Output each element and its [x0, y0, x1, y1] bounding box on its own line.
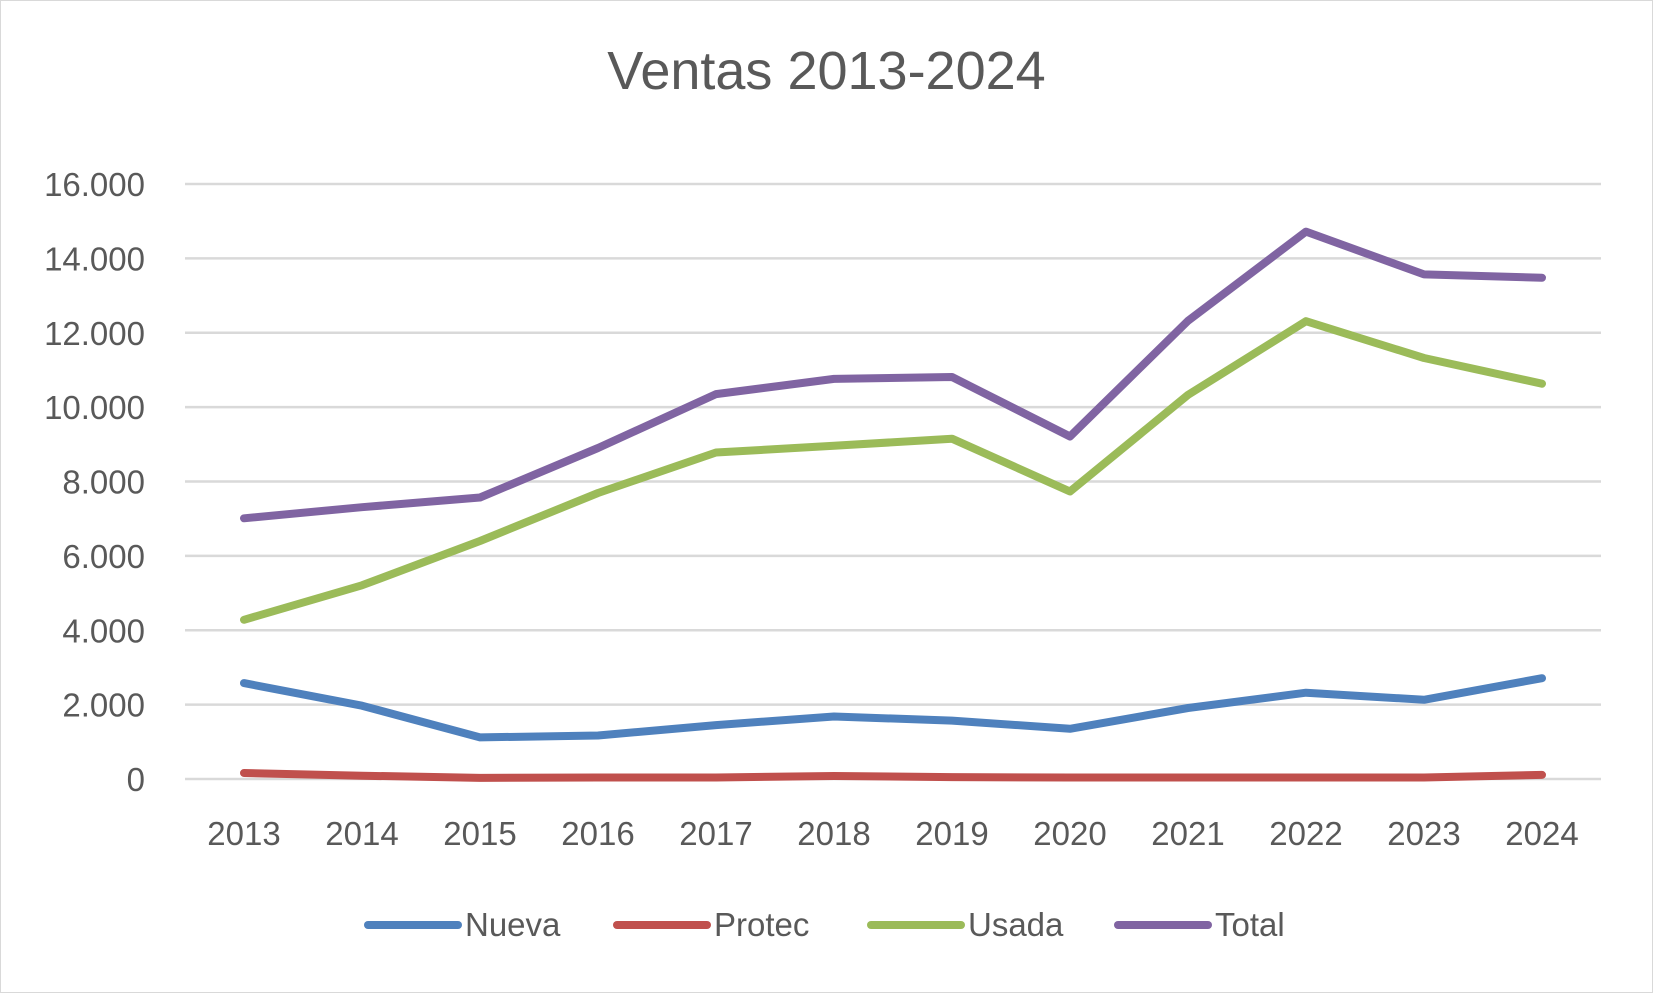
- x-tick-label: 2023: [1387, 815, 1460, 852]
- y-tick-label: 2.000: [62, 687, 145, 724]
- x-tick-label: 2024: [1505, 815, 1578, 852]
- legend-label: Usada: [968, 906, 1064, 943]
- y-tick-label: 4.000: [62, 612, 145, 649]
- gridlines: [185, 182, 1601, 781]
- series-line-usada: [240, 317, 1546, 624]
- x-tick-label: 2015: [443, 815, 516, 852]
- y-tick-label: 12.000: [44, 315, 145, 352]
- y-tick-label: 6.000: [62, 538, 145, 575]
- x-axis-tick-labels: 2013 2014 2015 2016 2017 2018 2019 2020 2021 2022…: [207, 815, 1578, 852]
- x-tick-label: 2016: [561, 815, 634, 852]
- y-tick-label: 16.000: [44, 166, 145, 203]
- y-tick-label: 0: [127, 761, 145, 798]
- legend-item-protec: Protec: [613, 906, 809, 943]
- chart-title: Ventas 2013-2024: [607, 41, 1046, 101]
- y-tick-label: 14.000: [44, 240, 145, 277]
- series-line-nueva: [240, 674, 1546, 742]
- legend: Nueva Protec Usada Total: [364, 906, 1285, 943]
- x-tick-label: 2017: [679, 815, 752, 852]
- series-line-protec: [240, 769, 1546, 782]
- x-tick-label: 2018: [797, 815, 870, 852]
- x-tick-label: 2021: [1151, 815, 1224, 852]
- y-axis-tick-labels: 0 2.000 4.000 6.000 8.000 10.000 12.000 14.000 1…: [44, 166, 145, 798]
- x-tick-label: 2014: [325, 815, 398, 852]
- legend-label: Nueva: [465, 906, 561, 943]
- x-tick-label: 2020: [1033, 815, 1106, 852]
- series-lines: [240, 227, 1546, 782]
- series-line-total: [240, 227, 1546, 523]
- x-tick-label: 2019: [915, 815, 988, 852]
- legend-label: Protec: [714, 906, 809, 943]
- y-tick-label: 10.000: [44, 389, 145, 426]
- legend-item-total: Total: [1114, 906, 1285, 943]
- y-tick-label: 8.000: [62, 464, 145, 501]
- x-tick-label: 2022: [1269, 815, 1342, 852]
- legend-item-nueva: Nueva: [364, 906, 561, 943]
- legend-item-usada: Usada: [867, 906, 1064, 943]
- legend-label: Total: [1215, 906, 1285, 943]
- x-tick-label: 2013: [207, 815, 280, 852]
